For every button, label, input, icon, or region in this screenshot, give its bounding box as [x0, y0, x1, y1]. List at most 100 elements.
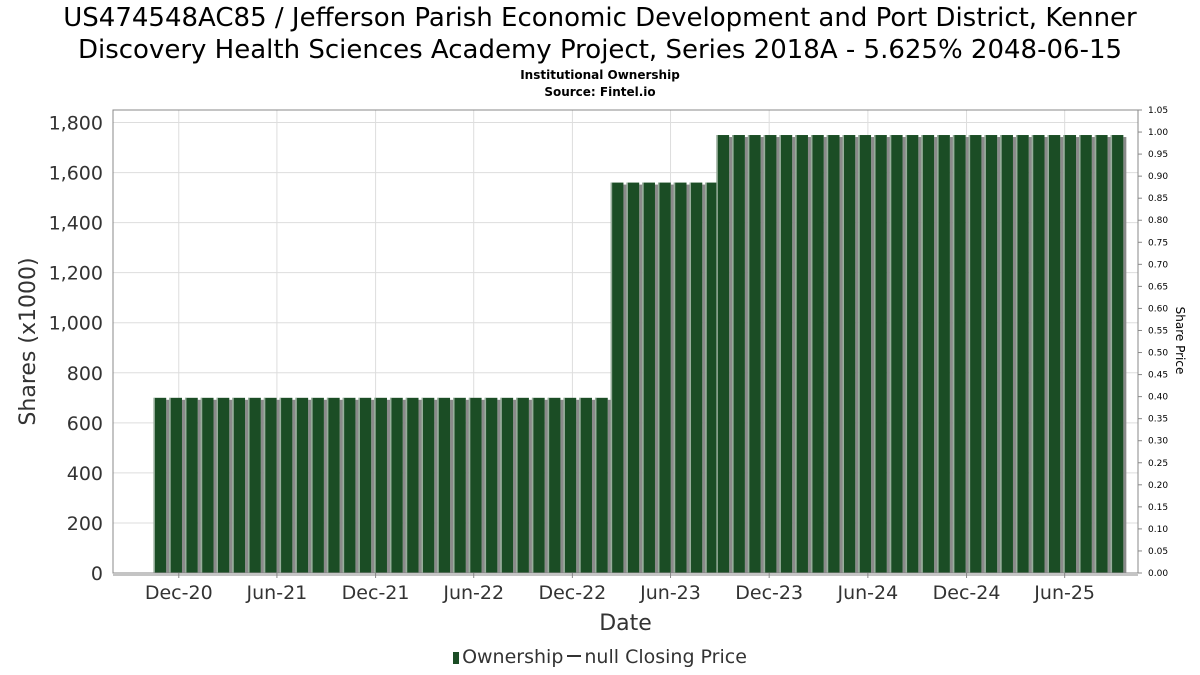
y2-tick-label: 0.15 — [1148, 503, 1168, 513]
bar-shadow — [560, 399, 564, 573]
bar-shadow — [402, 399, 406, 573]
bar-highlight — [421, 397, 424, 573]
y2-tick-label: 0.65 — [1148, 282, 1168, 292]
ownership-bar — [358, 397, 372, 573]
ownership-bar — [1094, 135, 1108, 573]
bar-highlight — [842, 135, 845, 573]
bar-highlight — [905, 135, 908, 573]
y2-tick-label: 0.20 — [1148, 481, 1168, 491]
ownership-bar — [484, 397, 498, 573]
bar-highlight — [263, 397, 266, 573]
ownership-bar — [1110, 135, 1124, 573]
bar-shadow — [339, 399, 343, 573]
bar-highlight — [326, 397, 329, 573]
ownership-bar — [263, 397, 277, 573]
bar-highlight — [889, 135, 892, 573]
bar-shadow — [245, 399, 249, 573]
ownership-bar — [705, 182, 719, 574]
bar-shadow — [623, 184, 627, 574]
bar-shadow — [654, 184, 658, 574]
bar-shadow — [276, 399, 280, 573]
bar-highlight — [374, 397, 376, 573]
y2-tick-label: 0.70 — [1148, 260, 1168, 270]
ownership-legend-label: Ownership — [462, 646, 564, 668]
bar-highlight — [779, 135, 781, 573]
ownership-bar — [874, 135, 887, 573]
bar-shadow — [807, 137, 811, 573]
bar-highlight — [937, 135, 939, 573]
bar-shadow — [670, 184, 674, 574]
y2-tick-label: 0.45 — [1148, 371, 1168, 381]
bar-highlight — [405, 397, 408, 573]
ownership-bar — [311, 397, 324, 573]
y-tick-label: 800 — [67, 363, 103, 385]
bar-highlight — [1031, 135, 1034, 573]
ownership-bar — [657, 182, 671, 574]
bar-highlight — [984, 135, 986, 573]
bar-highlight — [547, 397, 550, 573]
bar-shadow — [497, 399, 501, 573]
bar-shadow — [949, 137, 953, 573]
y2-tick-label: 0.80 — [1148, 216, 1168, 226]
ownership-bar — [610, 182, 624, 574]
bar-shadow — [1028, 137, 1032, 573]
bar-highlight — [689, 182, 692, 574]
bar-shadow — [918, 137, 922, 573]
x-tick-label: Dec-20 — [145, 582, 213, 604]
bar-highlight — [437, 397, 439, 573]
bar-shadow — [855, 137, 859, 573]
ownership-bar — [984, 135, 998, 573]
y2-tick-label: 0.05 — [1148, 547, 1168, 557]
bar-highlight — [795, 135, 797, 573]
x-axis-title: Date — [599, 611, 652, 636]
bar-highlight — [1094, 135, 1097, 573]
bar-shadow — [839, 137, 843, 573]
bar-shadow — [639, 184, 643, 574]
ownership-bar — [200, 397, 214, 573]
bar-shadow — [776, 137, 780, 573]
bar-shadow — [886, 137, 890, 573]
ownership-bar — [531, 397, 545, 573]
ownership-bar — [937, 135, 950, 573]
ownership-bar — [579, 397, 592, 573]
ownership-bar — [437, 397, 451, 573]
bar-shadow — [544, 399, 548, 573]
ownership-bar — [342, 397, 356, 573]
bar-highlight — [626, 182, 628, 574]
ownership-bar — [184, 397, 198, 573]
bar-shadow — [1044, 137, 1048, 573]
bar-shadow — [702, 184, 706, 574]
bar-highlight — [1000, 135, 1002, 573]
bar-highlight — [295, 397, 297, 573]
bar-shadow — [607, 399, 611, 573]
ownership-bar — [747, 135, 761, 573]
x-tick-label: Jun-21 — [246, 582, 308, 604]
bar-shadow — [934, 137, 938, 573]
ownership-bar — [968, 135, 982, 573]
chart-source: Source: Fintel.io — [544, 85, 656, 99]
ownership-bar — [889, 135, 903, 573]
ownership-bar — [716, 135, 730, 573]
bar-shadow — [481, 399, 485, 573]
ownership-bar — [1063, 135, 1077, 573]
bar-shadow — [1107, 137, 1111, 573]
bar-highlight — [248, 397, 250, 573]
bar-shadow — [1123, 137, 1127, 573]
ownership-bar — [732, 135, 745, 573]
bar-highlight — [1110, 135, 1113, 573]
bar-highlight — [747, 135, 750, 573]
x-tick-label: Jun-25 — [1033, 582, 1095, 604]
ownership-bar — [921, 135, 935, 573]
y2-axis-title: Share Price — [1173, 307, 1187, 375]
bar-highlight — [531, 397, 534, 573]
bar-highlight — [594, 397, 597, 573]
ownership-bar — [642, 182, 655, 574]
bar-highlight — [716, 135, 718, 573]
bar-highlight — [453, 397, 455, 573]
bar-highlight — [484, 397, 487, 573]
x-tick-label: Jun-24 — [836, 582, 898, 604]
ownership-bar — [1015, 135, 1029, 573]
bar-shadow — [981, 137, 985, 573]
y2-tick-label: 0.00 — [1148, 569, 1168, 579]
y-tick-label: 1,400 — [49, 213, 103, 235]
